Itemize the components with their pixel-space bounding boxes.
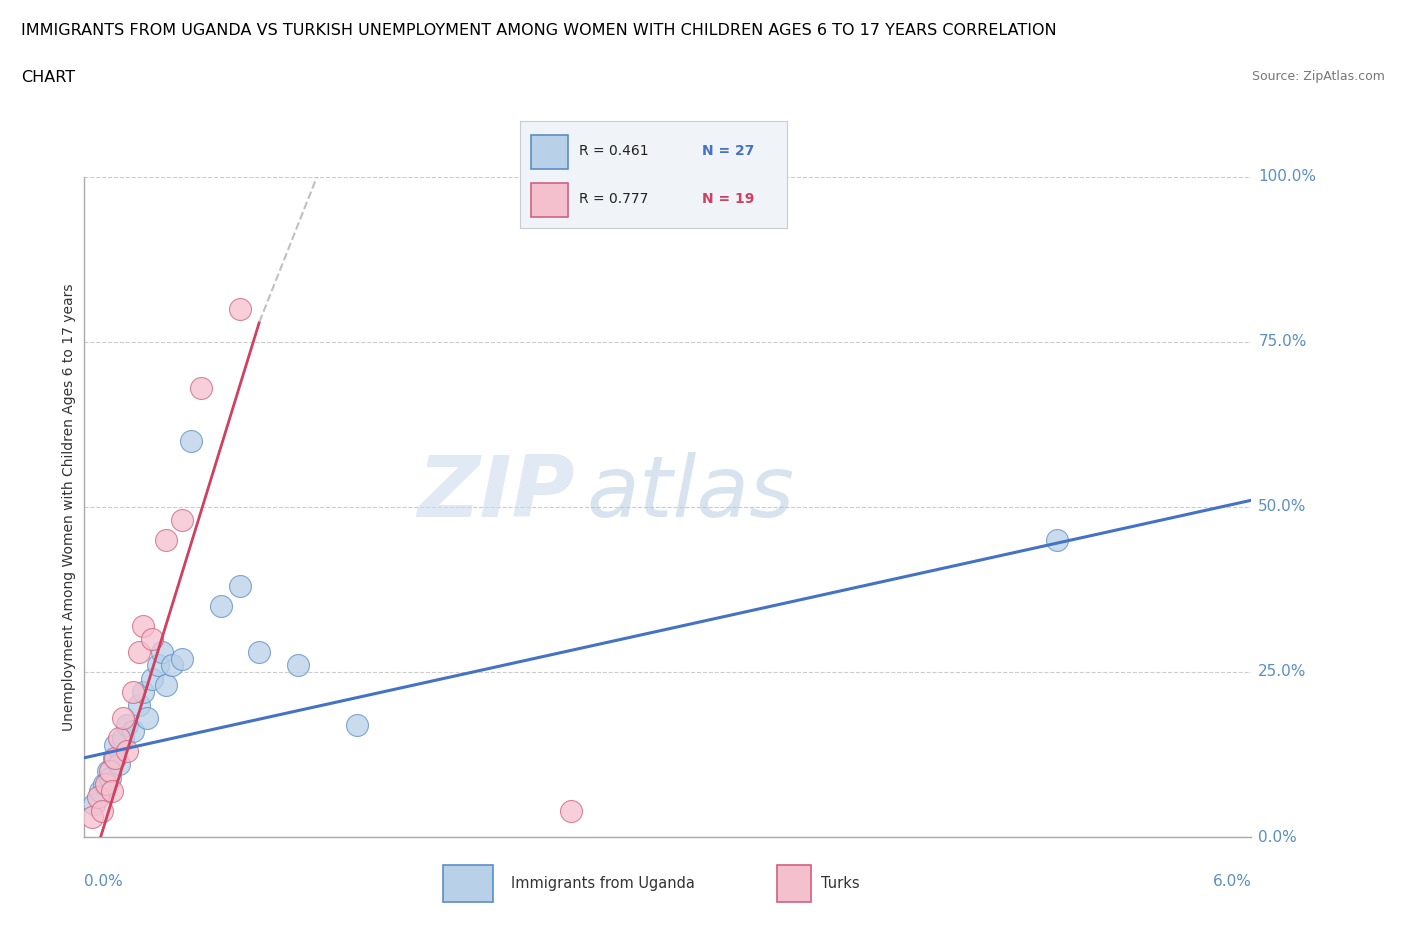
Point — [132, 618, 155, 633]
Point — [135, 711, 157, 725]
Text: 25.0%: 25.0% — [1258, 664, 1306, 680]
Point — [98, 764, 121, 778]
Point — [141, 671, 163, 686]
Point — [115, 717, 138, 732]
Point — [83, 796, 105, 811]
Text: 100.0%: 100.0% — [1258, 169, 1316, 184]
Point — [128, 698, 150, 712]
Text: atlas: atlas — [586, 452, 794, 535]
Point — [155, 678, 177, 693]
Text: 0.0%: 0.0% — [1258, 830, 1298, 844]
Point — [190, 380, 212, 395]
Text: Turks: Turks — [821, 876, 859, 891]
Point — [141, 631, 163, 646]
FancyBboxPatch shape — [443, 865, 492, 902]
Point — [82, 810, 104, 825]
Point — [98, 770, 121, 785]
Point — [247, 644, 270, 659]
Point — [90, 804, 112, 818]
Point — [150, 644, 173, 659]
Text: Source: ZipAtlas.com: Source: ZipAtlas.com — [1251, 70, 1385, 83]
Point — [132, 684, 155, 699]
Point — [287, 658, 309, 672]
Point — [97, 764, 120, 778]
Point — [560, 804, 582, 818]
Point — [108, 757, 131, 772]
Point — [115, 744, 138, 759]
Text: ZIP: ZIP — [416, 452, 575, 535]
Point — [170, 512, 193, 527]
Point — [229, 301, 252, 316]
Point — [104, 751, 127, 765]
Point — [180, 433, 202, 448]
Text: N = 19: N = 19 — [702, 192, 754, 206]
Point — [104, 737, 127, 752]
Point — [128, 644, 150, 659]
Text: R = 0.777: R = 0.777 — [579, 192, 648, 206]
Point — [122, 684, 145, 699]
FancyBboxPatch shape — [531, 135, 568, 169]
Point — [160, 658, 183, 672]
Point — [229, 578, 252, 593]
Text: IMMIGRANTS FROM UGANDA VS TURKISH UNEMPLOYMENT AMONG WOMEN WITH CHILDREN AGES 6 : IMMIGRANTS FROM UGANDA VS TURKISH UNEMPL… — [21, 23, 1057, 38]
Point — [346, 717, 368, 732]
Point — [209, 599, 232, 614]
Text: Immigrants from Uganda: Immigrants from Uganda — [512, 876, 695, 891]
Point — [112, 731, 135, 746]
Point — [108, 731, 131, 746]
FancyBboxPatch shape — [531, 183, 568, 218]
Point — [94, 777, 117, 791]
Text: CHART: CHART — [21, 70, 75, 85]
Y-axis label: Unemployment Among Women with Children Ages 6 to 17 years: Unemployment Among Women with Children A… — [62, 283, 76, 731]
Text: R = 0.461: R = 0.461 — [579, 144, 648, 158]
Text: 6.0%: 6.0% — [1212, 874, 1251, 889]
Point — [89, 783, 111, 798]
Point — [1046, 532, 1069, 547]
Point — [112, 711, 135, 725]
FancyBboxPatch shape — [778, 865, 811, 902]
Text: 50.0%: 50.0% — [1258, 499, 1306, 514]
Point — [122, 724, 145, 738]
Point — [170, 651, 193, 666]
Point — [155, 532, 177, 547]
Point — [103, 751, 125, 765]
Point — [148, 658, 170, 672]
Text: 0.0%: 0.0% — [84, 874, 124, 889]
Point — [100, 783, 122, 798]
Point — [93, 777, 115, 791]
Text: N = 27: N = 27 — [702, 144, 754, 158]
Text: 75.0%: 75.0% — [1258, 334, 1306, 350]
Point — [87, 790, 110, 804]
